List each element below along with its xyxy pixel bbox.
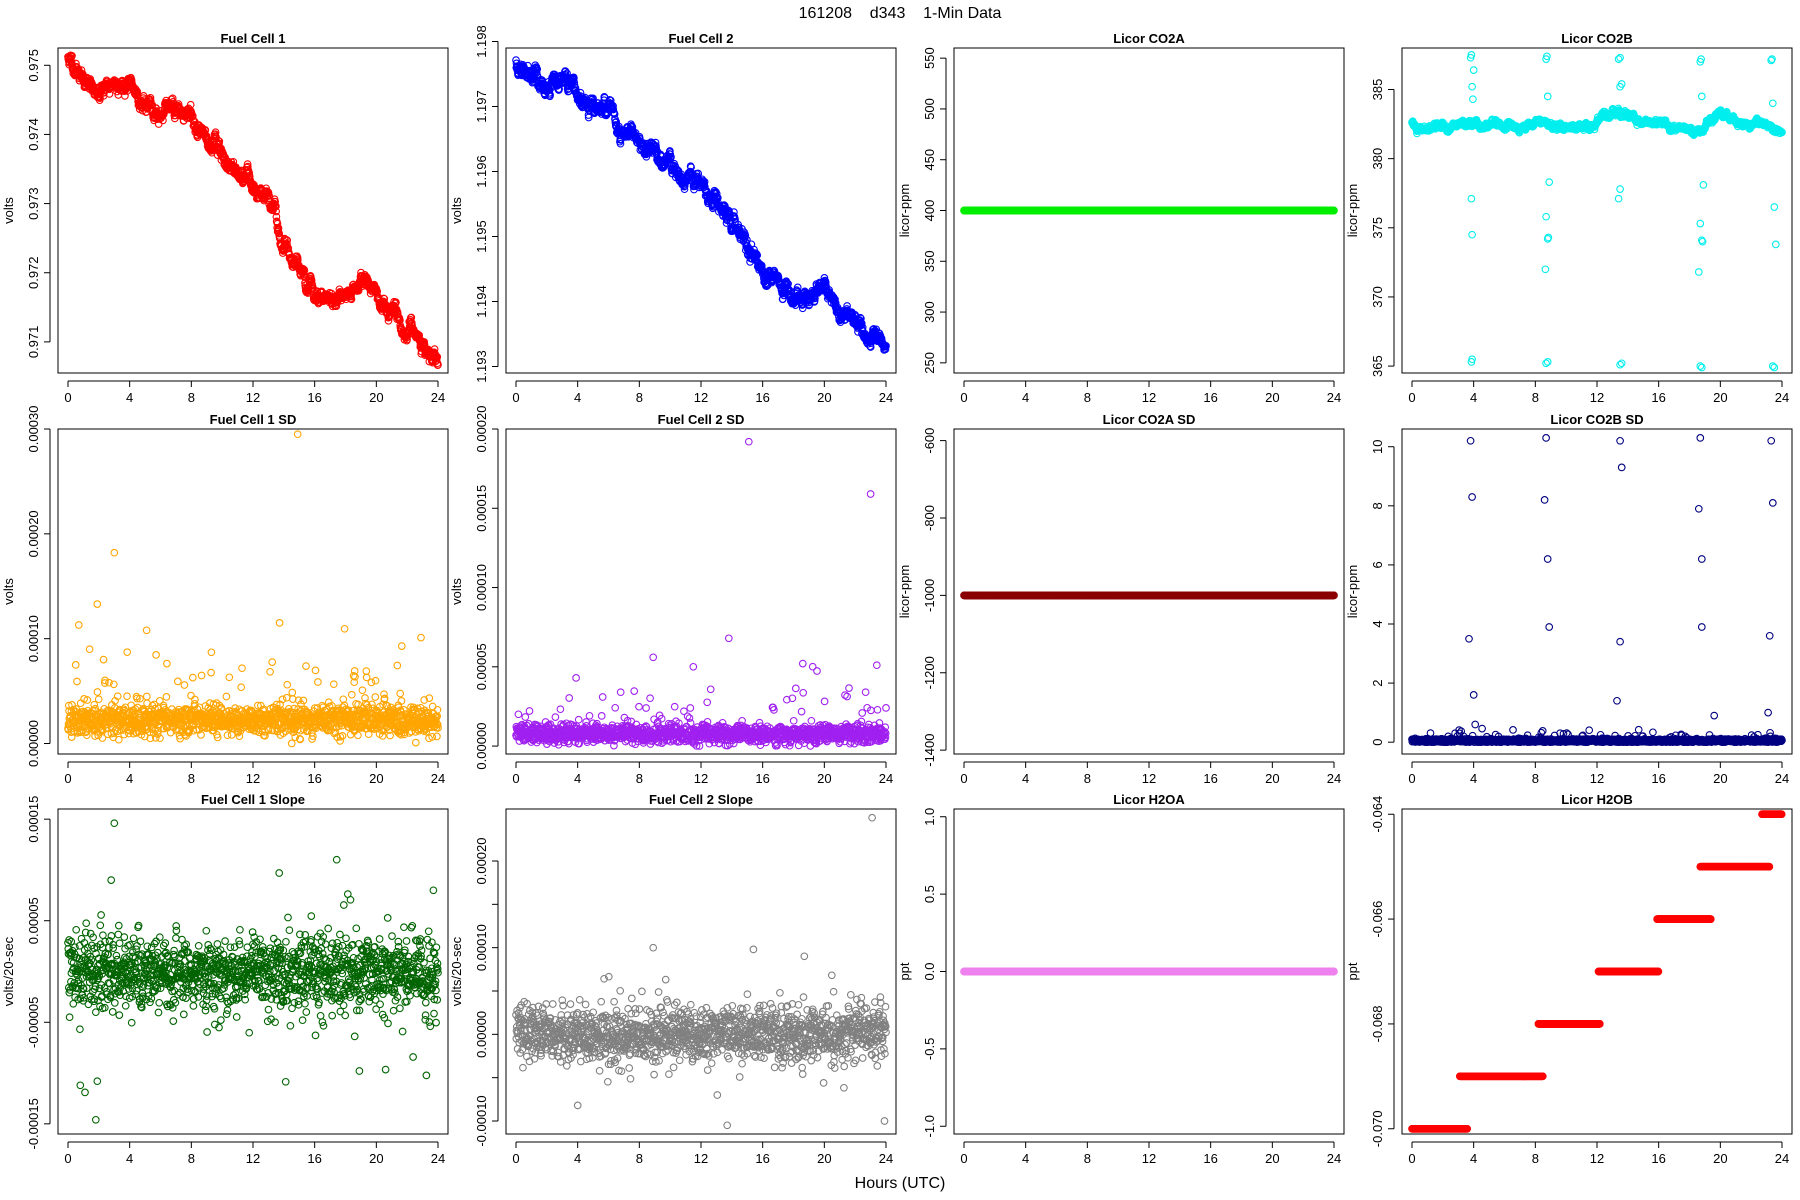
x-tick-label: 4 bbox=[126, 390, 133, 405]
x-axis: 0 4 8 12 16 20 24 bbox=[960, 380, 1341, 405]
x-tick-label: 8 bbox=[188, 390, 195, 405]
y-axis-label: volts bbox=[1, 197, 16, 224]
data-points bbox=[1408, 51, 1786, 372]
y-tick-label: 1.198 bbox=[474, 25, 489, 58]
y-tick-label: 450 bbox=[922, 149, 937, 171]
x-tick-label: 24 bbox=[879, 390, 893, 405]
figure-title: 161208 d343 1-Min Data bbox=[799, 5, 1002, 22]
x-tick-label: 0 bbox=[64, 390, 71, 405]
x-tick-label: 12 bbox=[1142, 390, 1156, 405]
x-tick-label: 4 bbox=[1022, 390, 1029, 405]
x-tick-label: 20 bbox=[817, 390, 831, 405]
y-tick-label: 250 bbox=[922, 352, 937, 374]
panel-grid: Fuel Cell 10 4 8 12 16 20 240.9710.9720.9730.9… bbox=[1, 25, 1793, 1166]
x-tick-label: 20 bbox=[1265, 390, 1279, 405]
y-tick-label: 1.197 bbox=[474, 90, 489, 123]
y-axis: 250 300 350 400 450 500 550 bbox=[922, 47, 947, 374]
y-axis: 1.193 1.194 1.195 1.196 1.197 1.198 bbox=[474, 25, 499, 383]
x-tick-label: 20 bbox=[369, 390, 383, 405]
panel-0: Fuel Cell 10 4 8 12 16 20 240.9710.9720.9730.9… bbox=[1, 31, 449, 405]
data-point bbox=[133, 88, 142, 96]
y-tick-label: 1.194 bbox=[474, 285, 489, 318]
panel-title: Licor CO2A bbox=[1113, 31, 1185, 46]
y-tick-label: 0.975 bbox=[26, 49, 41, 82]
y-tick-label: 550 bbox=[922, 47, 937, 69]
x-tick-label: 0 bbox=[512, 390, 519, 405]
figure-x-label: Hours (UTC) bbox=[855, 1175, 946, 1192]
x-tick-label: 16 bbox=[307, 390, 321, 405]
y-tick-label: 0.972 bbox=[26, 256, 41, 289]
y-tick-label: 1.196 bbox=[474, 155, 489, 188]
y-tick-label: 1.195 bbox=[474, 220, 489, 253]
x-tick-label: 24 bbox=[1327, 390, 1341, 405]
data-points bbox=[960, 206, 1338, 215]
panel-title: Fuel Cell 1 bbox=[220, 31, 285, 46]
y-axis-label: licor-ppm bbox=[897, 184, 912, 237]
x-tick-label: 4 bbox=[574, 390, 581, 405]
panel-title: Fuel Cell 2 bbox=[668, 31, 733, 46]
x-axis: 0 4 8 12 16 20 24 bbox=[512, 380, 893, 405]
y-tick-label: 350 bbox=[922, 250, 937, 272]
y-axis-label: volts bbox=[449, 197, 464, 224]
x-tick-label: 16 bbox=[755, 390, 769, 405]
x-tick-label: 12 bbox=[694, 390, 708, 405]
y-tick-label: 0.974 bbox=[26, 118, 41, 151]
y-axis: 0.971 0.972 0.973 0.974 0.975 bbox=[26, 49, 51, 359]
x-tick-label: 8 bbox=[636, 390, 643, 405]
data-points bbox=[64, 51, 442, 370]
data-point bbox=[72, 59, 80, 68]
panel-1: Fuel Cell 20 4 8 12 16 20 241.1931.1941.1951.1… bbox=[449, 25, 897, 405]
x-tick-label: 12 bbox=[246, 390, 260, 405]
y-tick-label: 0.971 bbox=[26, 326, 41, 359]
data-points bbox=[512, 56, 890, 354]
y-tick-label: 500 bbox=[922, 98, 937, 120]
x-axis: 0 4 8 12 16 20 24 bbox=[64, 380, 445, 405]
x-tick-label: 16 bbox=[1203, 390, 1217, 405]
y-tick-label: 1.193 bbox=[474, 350, 489, 383]
panel-2: Licor CO2A 0 4 8 12 16 20 24 250 300 350 400 450 500 5… bbox=[897, 31, 1345, 405]
x-tick-label: 8 bbox=[1084, 390, 1091, 405]
data-point bbox=[68, 51, 76, 60]
y-tick-label: 0.973 bbox=[26, 187, 41, 220]
x-tick-label: 0 bbox=[960, 390, 967, 405]
x-tick-label: 24 bbox=[431, 390, 445, 405]
y-tick-label: 400 bbox=[922, 200, 937, 222]
panel-title: Licor CO2B bbox=[1561, 31, 1633, 46]
y-tick-label: 300 bbox=[922, 301, 937, 323]
